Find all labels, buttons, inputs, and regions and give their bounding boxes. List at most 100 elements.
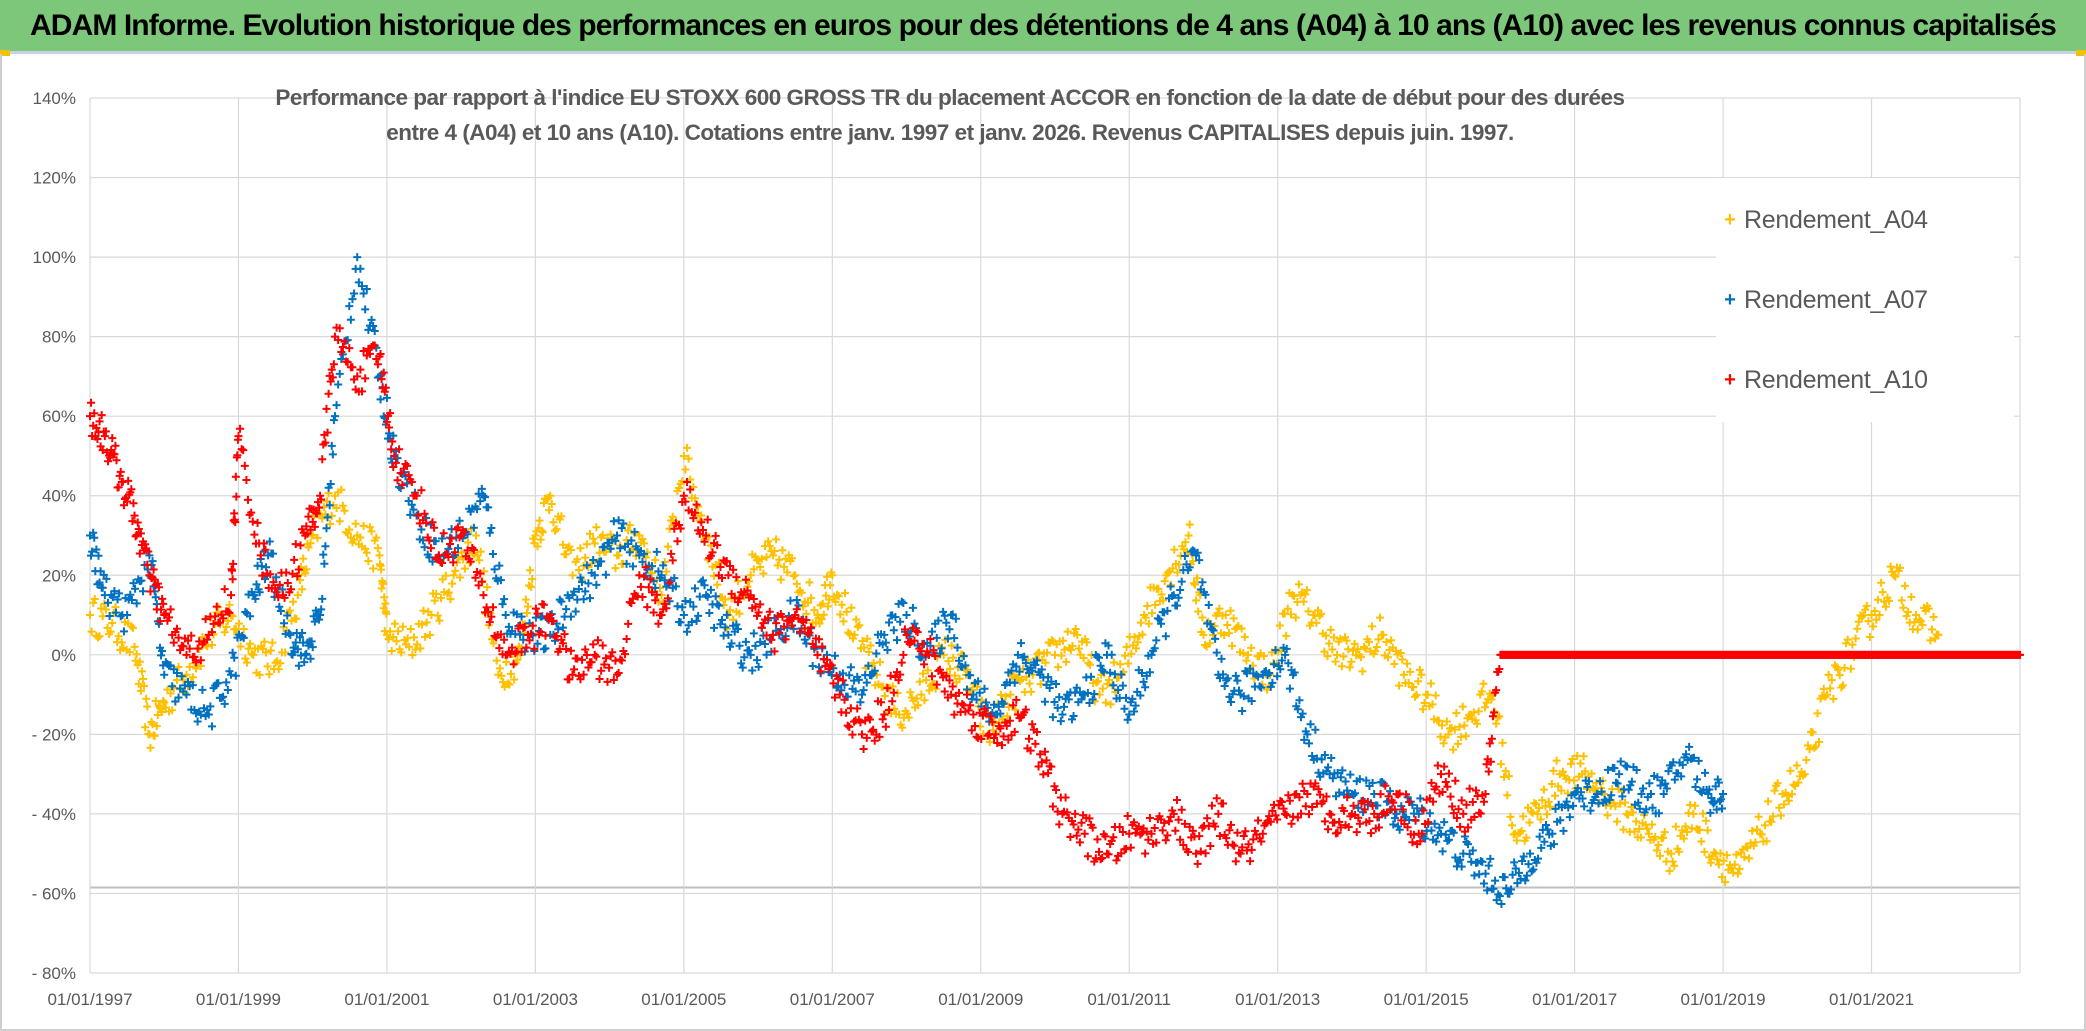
data-point-rendement-a10 [338,343,347,352]
data-point-rendement-a04 [246,639,255,648]
data-point-rendement-a04 [1659,833,1668,842]
data-point-rendement-a04 [1678,826,1687,835]
data-point-rendement-a10 [1117,849,1126,858]
data-point-rendement-a10 [127,485,136,494]
data-point-rendement-a10 [807,623,816,632]
data-point-rendement-a04 [1455,722,1464,731]
data-point-rendement-a04 [433,611,442,620]
data-point-rendement-a10 [1303,790,1312,799]
data-point-rendement-a07 [1212,648,1221,657]
data-point-rendement-a04 [1001,692,1010,701]
data-point-rendement-a04 [1240,632,1249,641]
data-point-rendement-a10 [686,485,695,494]
data-point-rendement-a04 [379,579,388,588]
data-point-rendement-a04 [1885,596,1894,605]
data-point-rendement-a10 [1282,811,1291,820]
data-point-rendement-a07 [1010,678,1019,687]
data-point-rendement-a07 [1223,674,1232,683]
data-point-rendement-a04 [1579,752,1588,761]
data-point-rendement-a04 [1714,860,1723,869]
data-point-rendement-a04 [1581,767,1590,776]
data-point-rendement-a04 [521,595,530,604]
data-point-rendement-a04 [805,578,814,587]
data-point-rendement-a04 [1700,847,1709,856]
data-point-rendement-a04 [179,676,188,685]
data-point-rendement-a07 [481,493,490,502]
data-point-rendement-a07 [1481,869,1490,878]
data-point-rendement-a04 [356,533,365,542]
data-point-rendement-a07 [581,587,590,596]
data-point-rendement-a07 [1336,773,1345,782]
data-point-rendement-a04 [1536,815,1545,824]
data-point-rendement-a04 [1735,864,1744,873]
data-point-rendement-a10 [970,721,979,730]
data-point-rendement-a04 [1815,738,1824,747]
data-point-rendement-a04 [249,650,258,659]
data-point-rendement-a10 [1177,805,1186,814]
data-point-rendement-a07 [706,585,715,594]
data-point-rendement-a10 [446,540,455,549]
data-point-rendement-a07 [1137,668,1146,677]
data-point-rendement-a10 [1002,721,1011,730]
data-point-rendement-a10 [1222,834,1231,843]
data-point-rendement-a04 [1896,563,1905,572]
data-point-rendement-a04 [847,603,856,612]
data-point-rendement-a07 [638,557,647,566]
data-point-rendement-a10 [389,462,398,471]
data-point-rendement-a07 [854,675,863,684]
data-point-rendement-a10 [881,722,890,731]
data-point-rendement-a04 [589,534,598,543]
data-point-rendement-a04 [1299,597,1308,606]
data-point-rendement-a10 [379,368,388,377]
data-point-rendement-a04 [1109,658,1118,667]
data-point-rendement-a10 [144,547,153,556]
data-point-rendement-a04 [1185,520,1194,529]
data-point-rendement-a10 [1174,815,1183,824]
data-point-rendement-a10 [1457,796,1466,805]
data-point-rendement-a07 [137,576,146,585]
data-point-rendement-a04 [1244,650,1252,659]
data-point-rendement-a04 [683,443,692,452]
data-point-rendement-a04 [1768,812,1777,821]
data-point-rendement-a04 [1417,670,1426,679]
data-point-rendement-a07 [885,618,894,627]
y-axis-ticks: 140%120%100%80%60%40%20%0%- 20%- 40%- 60… [32,89,76,983]
data-point-rendement-a07 [361,305,370,314]
data-point-rendement-a07 [892,636,901,645]
data-point-rendement-a04 [1329,633,1338,642]
data-point-rendement-a10 [713,541,722,550]
data-point-rendement-a04 [125,648,134,657]
data-point-rendement-a10 [1352,828,1361,837]
data-point-rendement-a10 [1093,835,1102,844]
data-point-rendement-a04 [1074,644,1083,653]
data-point-rendement-a04 [1698,809,1707,818]
data-point-rendement-a10 [380,387,389,396]
data-point-rendement-a04 [523,602,532,611]
data-point-rendement-a04 [783,568,792,577]
data-point-rendement-a04 [1794,778,1803,787]
data-point-rendement-a07 [718,615,727,624]
data-point-rendement-a04 [1175,560,1184,569]
data-point-rendement-a07 [1510,858,1519,867]
data-point-rendement-a10 [1359,796,1368,805]
data-point-rendement-a07 [1584,777,1593,786]
data-point-rendement-a04 [947,641,956,650]
data-point-rendement-a04 [923,666,932,675]
data-point-rendement-a07 [1152,636,1161,645]
data-point-rendement-a07 [1053,703,1062,712]
data-point-rendement-a04 [441,571,450,580]
data-point-rendement-a04 [1630,827,1639,836]
data-point-rendement-a07 [670,574,679,583]
data-point-rendement-a04 [772,535,781,544]
data-point-rendement-a07 [1247,697,1256,706]
data-point-rendement-a10 [962,690,971,699]
data-point-rendement-a04 [817,615,826,624]
data-point-rendement-a10 [286,585,295,594]
data-point-rendement-a07 [293,645,302,654]
data-point-rendement-a07 [948,610,957,619]
data-point-rendement-a10 [1063,808,1072,817]
data-point-rendement-a04 [1799,771,1808,780]
data-point-rendement-a04 [456,573,465,582]
data-point-rendement-a07 [705,608,714,617]
data-point-rendement-a04 [292,614,301,623]
